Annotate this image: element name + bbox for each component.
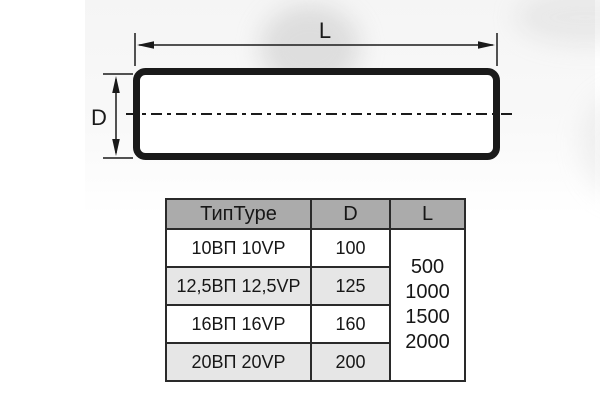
l-value: 1000 [405, 281, 450, 303]
type-cell: 10ВП 10VP [165, 228, 312, 268]
d-cell: 160 [310, 304, 391, 344]
header-l: L [389, 198, 466, 230]
l-values-cell: 500 1000 1500 2000 [389, 228, 466, 382]
header-type: ТипType [165, 198, 312, 230]
type-cell: 20ВП 20VP [165, 342, 312, 382]
diameter-arrow-down-icon [112, 139, 120, 156]
length-dimension-label: L [319, 18, 331, 43]
length-arrow-left-icon [137, 41, 154, 49]
length-arrow-right-icon [478, 41, 495, 49]
size-spec-table: ТипType D L 10ВП 10VP 100 500 1000 1500 … [165, 198, 466, 382]
header-d: D [310, 198, 391, 230]
l-value: 500 [410, 256, 445, 278]
type-cell: 16ВП 16VP [165, 304, 312, 344]
table-row: 16ВП 16VP 160 [165, 304, 465, 344]
d-cell: 200 [310, 342, 391, 382]
diameter-arrow-up-icon [112, 76, 120, 93]
l-value: 2000 [405, 331, 450, 353]
table-row: 12,5ВП 12,5VP 125 [165, 266, 465, 306]
l-value: 1500 [405, 306, 450, 328]
d-cell: 100 [310, 228, 391, 268]
d-cell: 125 [310, 266, 391, 306]
table-row: 20ВП 20VP 200 [165, 342, 465, 382]
table-header-row: ТипType D L [165, 198, 466, 230]
table-row: 10ВП 10VP 100 500 1000 1500 2000 [165, 228, 466, 382]
diameter-dimension-label: D [91, 105, 107, 130]
type-cell: 12,5ВП 12,5VP [165, 266, 312, 306]
